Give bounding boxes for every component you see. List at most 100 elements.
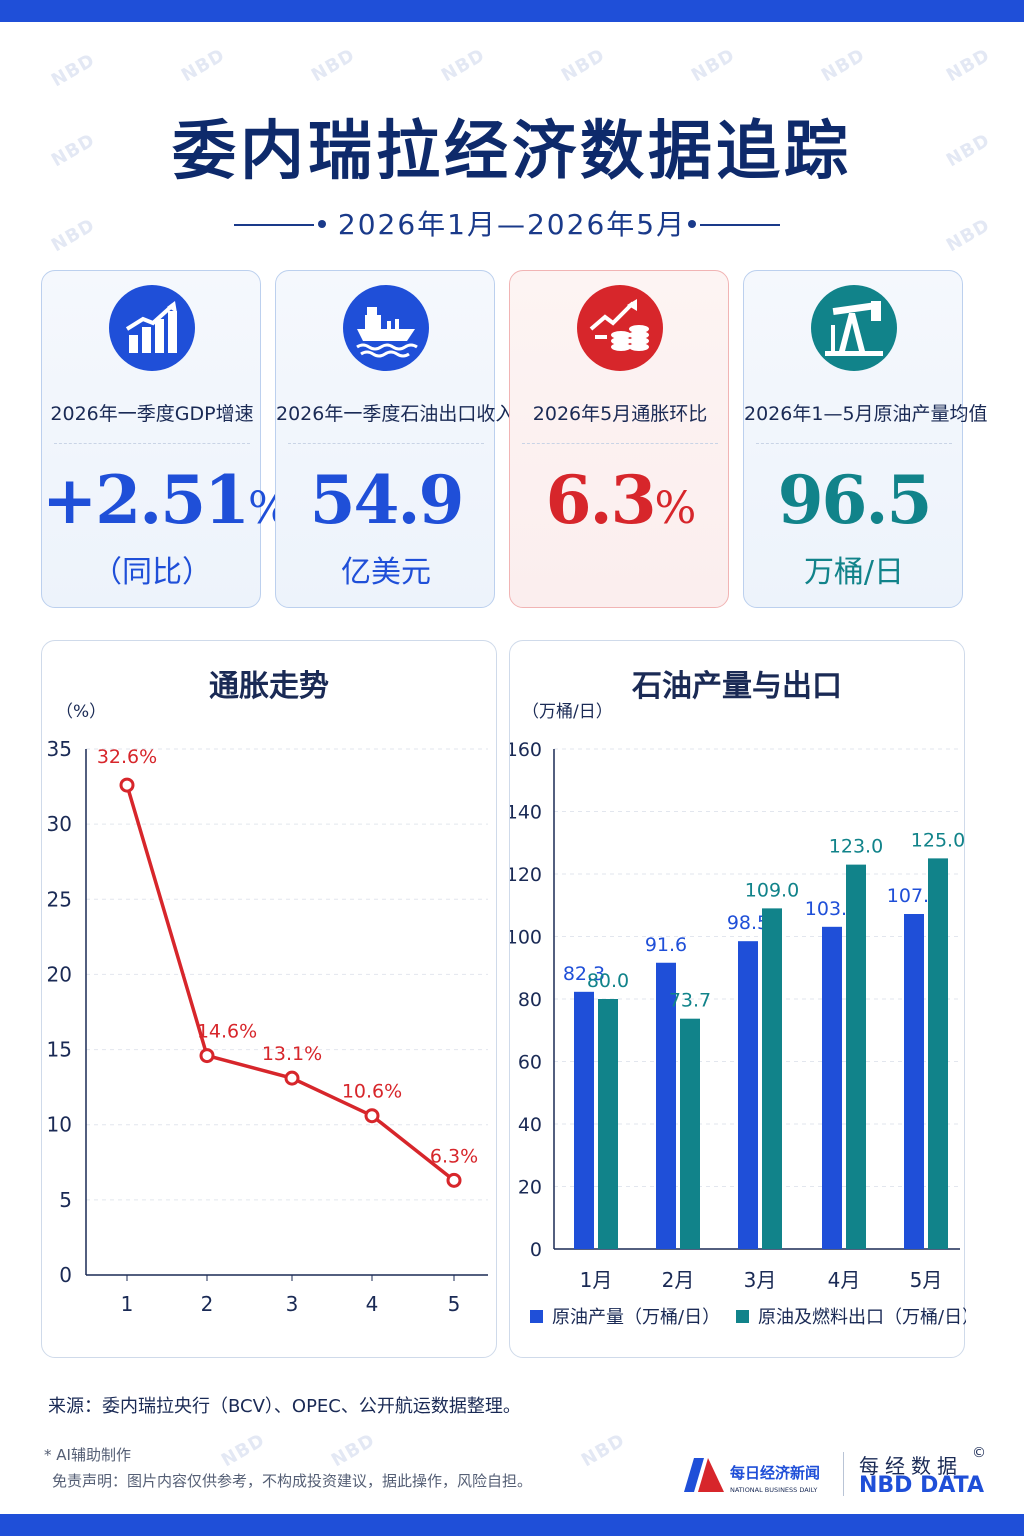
watermark-text: NBD	[817, 44, 869, 87]
y-tick-label: 100	[510, 927, 542, 949]
oil-chart-panel: 石油产量与出口 （万桶/日） 0 20 40 60 80 100 120 140 160 82.3 8…	[509, 640, 966, 1358]
data-point	[364, 1108, 380, 1124]
y-tick-label: 20	[47, 962, 72, 986]
kpi-number: 96.5	[777, 461, 933, 539]
kpi-label: 2026年一季度石油出口收入	[276, 403, 515, 425]
page-title: 委内瑞拉经济数据追踪	[172, 114, 852, 189]
x-tick-label: 3	[286, 1292, 299, 1316]
bar-growth-icon	[109, 285, 195, 371]
x-tick-label: 1	[121, 1292, 134, 1316]
inflation-chart-panel: 通胀走势 （%） 0 5 10 15 20 25 30 35 1 2 3 4 5 32.6% 14.6% 13.…	[41, 640, 497, 1358]
bar-export	[928, 858, 948, 1249]
x-tick-label: 4	[366, 1292, 379, 1316]
y-tick-label: 35	[47, 737, 72, 761]
y-axis-unit: （万桶/日）	[522, 702, 613, 722]
x-tick-label: 5	[448, 1292, 461, 1316]
data-label: 13.1%	[262, 1043, 322, 1065]
oil-tanker-icon	[343, 285, 429, 371]
data-source: 来源：委内瑞拉央行（BCV）、OPEC、公开航运数据整理。	[48, 1396, 521, 1417]
kpi-value: 54.9	[276, 461, 496, 539]
data-label: 14.6%	[197, 1021, 257, 1043]
kpi-label: 2026年5月通胀环比	[532, 403, 708, 425]
watermark-text: NBD	[307, 44, 359, 87]
bar-value-label: 109.0	[745, 879, 799, 901]
kpi-note: 亿美元	[341, 555, 431, 590]
watermark-text: NBD	[437, 44, 489, 87]
x-tick-label: 3月	[744, 1268, 777, 1292]
kpi-value: 96.5	[744, 461, 964, 539]
legend-label: 原油及燃料出口（万桶/日）	[758, 1307, 966, 1328]
kpi-number: 54.9	[309, 461, 465, 539]
watermark-text: NBD	[942, 44, 994, 87]
data-label: 6.3%	[430, 1145, 478, 1167]
line-chart-title: 通胀走势	[209, 669, 329, 704]
kpi-label: 2026年一季度GDP增速	[50, 403, 254, 425]
logo-en-text: NATIONAL BUSINESS DAILY	[730, 1486, 817, 1494]
kpi-number: +2.51	[42, 461, 250, 539]
bar-value-label: 98.5	[727, 912, 769, 934]
y-tick-label: 160	[510, 739, 542, 761]
bar-export	[762, 908, 782, 1249]
subtitle-left-line	[234, 224, 314, 226]
kpi-divider	[288, 443, 484, 444]
bar-value-label: 123.0	[829, 836, 883, 858]
y-tick-label: 25	[47, 887, 72, 911]
date-range: 2026年1月—2026年5月	[337, 208, 687, 241]
watermark-text: NBD	[177, 44, 229, 87]
oil-bar-chart: （万桶/日） 0 20 40 60 80 100 120 140 160 82.380.0 1月 91.…	[510, 702, 966, 1328]
bar-production	[656, 962, 676, 1249]
subtitle-right-dot	[688, 220, 696, 228]
coins-arrow-icon	[577, 285, 663, 371]
logo-mark-right	[698, 1458, 724, 1492]
data-point	[446, 1172, 462, 1188]
kpi-card-gdp: 2026年一季度GDP增速 +2.51% （同比）	[41, 270, 290, 608]
y-tick-label: 80	[518, 989, 542, 1011]
bar-value-label: 103.1	[805, 898, 859, 920]
logo-mark-left	[684, 1458, 704, 1492]
nbd-logo: 每日经济新闻 NATIONAL BUSINESS DAILY	[684, 1458, 820, 1494]
y-tick-label: 10	[47, 1113, 72, 1137]
kpi-card-inflation: 2026年5月通胀环比 6.3%	[509, 270, 729, 608]
kpi-card-crude-production: 2026年1—5月原油产量均值 96.5 万桶/日	[743, 270, 988, 608]
logo-divider	[843, 1452, 844, 1496]
kpi-divider	[522, 443, 718, 444]
data-point	[119, 777, 135, 793]
data-label: 10.6%	[342, 1081, 402, 1103]
data-label: 32.6%	[97, 746, 157, 768]
disclaimer: 免责声明：图片内容仅供参考，不构成投资建议，据此操作，风险自担。	[52, 1472, 533, 1490]
y-tick-label: 5	[59, 1188, 72, 1212]
x-tick-label: 1月	[580, 1268, 613, 1292]
ai-note: * AI辅助制作	[44, 1446, 131, 1464]
y-tick-label: 40	[518, 1114, 542, 1136]
y-tick-label: 120	[510, 864, 542, 886]
legend-swatch	[530, 1310, 543, 1323]
bar-value-label: 107.2	[887, 885, 941, 907]
inflation-line-chart: （%） 0 5 10 15 20 25 30 35 1 2 3 4 5 32.6% 14.6%13.1% 10.…	[47, 702, 488, 1316]
y-tick-label: 15	[47, 1038, 72, 1062]
kpi-number: 6.3	[545, 461, 657, 539]
logo-cn-text: 每日经济新闻	[730, 1464, 820, 1482]
watermark-text: NBD	[687, 44, 739, 87]
inflation-series-line	[125, 784, 456, 1182]
watermark-text: NBD	[577, 1429, 629, 1472]
oil-pump-icon	[811, 285, 897, 371]
subtitle-row: 2026年1月—2026年5月	[0, 203, 1024, 243]
legend-swatch	[736, 1310, 749, 1323]
y-tick-label: 0	[59, 1263, 72, 1287]
x-tick-label: 5月	[910, 1268, 943, 1292]
y-tick-label: 60	[518, 1052, 542, 1074]
y-tick-label: 20	[518, 1177, 542, 1199]
kpi-unit: %	[654, 483, 697, 534]
bar-production	[574, 991, 594, 1249]
top-band	[0, 0, 1024, 22]
bar-production	[738, 941, 758, 1249]
bar-export	[598, 999, 618, 1249]
kpi-value: +2.51%	[42, 461, 290, 539]
subtitle-right-line	[700, 224, 780, 226]
bar-chart-title: 石油产量与出口	[632, 669, 842, 704]
bar-value-label: 91.6	[645, 934, 687, 956]
x-tick-label: 2月	[662, 1268, 695, 1292]
brand-en: NBD DATA	[859, 1473, 985, 1498]
copyright-mark: ©	[972, 1445, 986, 1461]
bar-production	[822, 926, 842, 1249]
